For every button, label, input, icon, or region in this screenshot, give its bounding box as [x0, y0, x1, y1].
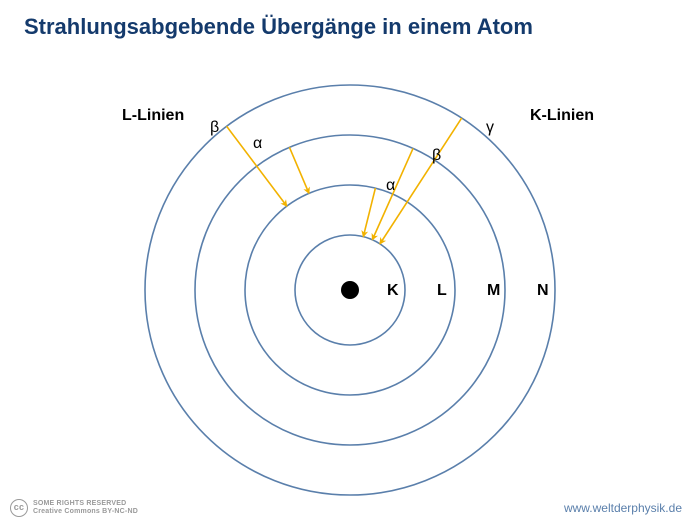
- cc-line2: Creative Commons BY-NC-ND: [33, 508, 138, 516]
- greek-label-K-γ: γ: [486, 119, 494, 136]
- group-label-K: K-Linien: [530, 107, 594, 124]
- cc-icon: cc: [10, 499, 28, 517]
- shell-label-M: M: [487, 282, 500, 299]
- shell-label-N: N: [537, 282, 549, 299]
- footer-url: www.weltderphysik.de: [564, 501, 682, 515]
- shell-label-K: K: [387, 282, 399, 299]
- transition-arrow: [289, 147, 309, 193]
- greek-label-L-α: α: [253, 135, 262, 152]
- cc-license-block: cc SOME RIGHTS RESERVED Creative Commons…: [10, 499, 138, 517]
- cc-line1: SOME RIGHTS RESERVED: [33, 500, 138, 508]
- transition-arrow: [372, 148, 413, 239]
- greek-label-K-α: α: [386, 177, 395, 194]
- greek-label-K-β: β: [432, 147, 441, 164]
- cc-text: SOME RIGHTS RESERVED Creative Commons BY…: [33, 500, 138, 515]
- transition-arrow: [363, 188, 375, 237]
- atom-diagram: K L M N L-Linien β α K-Linien α β γ: [0, 0, 700, 525]
- shell-label-L: L: [437, 282, 447, 299]
- greek-label-L-β: β: [210, 119, 219, 136]
- group-label-L: L-Linien: [122, 107, 184, 124]
- nucleus: [341, 281, 359, 299]
